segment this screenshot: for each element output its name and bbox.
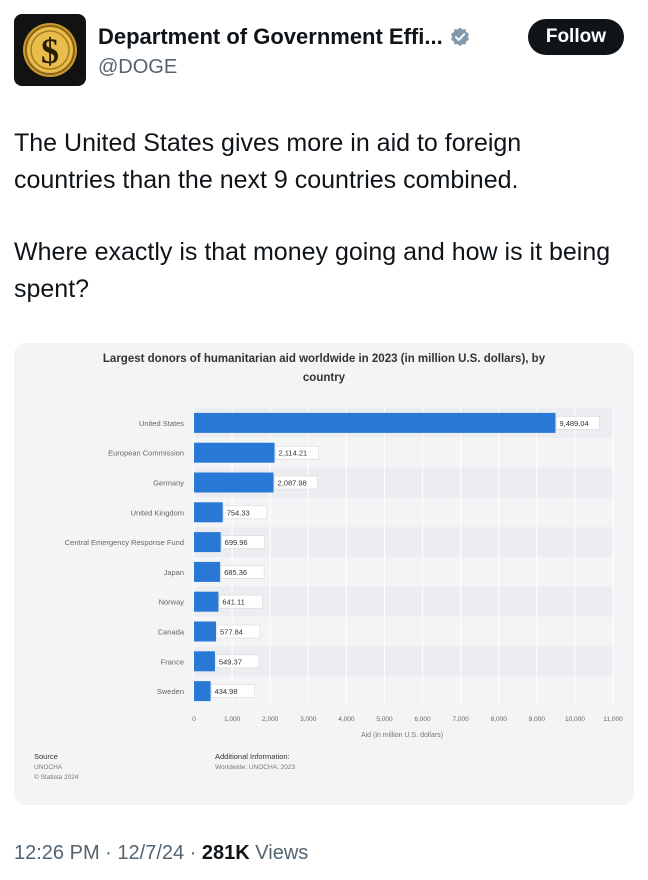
verified-badge-icon <box>450 27 469 47</box>
author-name[interactable]: Department of Government Effi... <box>98 24 443 49</box>
data-label: 2,087.98 <box>278 479 307 488</box>
data-label-box <box>221 535 265 549</box>
tick-label: 0 <box>192 716 196 723</box>
category-label: Central Emergency Response Fund <box>65 538 184 547</box>
category-label: France <box>161 657 184 666</box>
bar <box>194 532 221 553</box>
data-label-box <box>274 475 318 490</box>
row-band <box>194 646 613 677</box>
data-label: 434.98 <box>215 687 238 696</box>
post-date[interactable]: 12/7/24 <box>117 842 185 864</box>
data-label-box <box>275 445 319 460</box>
follow-button[interactable]: Follow <box>527 19 624 55</box>
category-label: United Kingdom <box>131 508 184 517</box>
tick-label: 3,000 <box>300 716 317 723</box>
data-label: 9,489.04 <box>559 419 588 428</box>
author-row: Department of Government Effi... <box>98 24 471 50</box>
data-label-box <box>215 654 260 669</box>
chart-title-line-2: country <box>303 372 346 384</box>
post-header: $ Department of Government Effi... @DOGE… <box>14 14 634 88</box>
meta-separator: · <box>189 842 202 864</box>
bar <box>194 681 211 702</box>
chart-bars <box>194 412 556 702</box>
data-label-box <box>219 594 263 609</box>
tweet-text: The United States gives more in aid to f… <box>14 125 614 343</box>
data-label: 577.84 <box>220 628 243 637</box>
tweet-paragraph-2: Where exactly is that money going and ho… <box>14 238 611 303</box>
data-label-box <box>556 416 600 430</box>
avatar[interactable]: $ <box>14 14 86 86</box>
category-label: Japan <box>164 568 184 577</box>
additional-info-text: Worldwide; UNOCHA; 2023 <box>215 764 295 771</box>
bar <box>194 502 223 523</box>
data-label: 699.96 <box>225 538 248 547</box>
tick-label: 7,000 <box>452 716 469 723</box>
data-label-box <box>223 505 268 520</box>
category-label: European Commission <box>108 449 184 458</box>
views-count: 281K <box>201 842 250 864</box>
tick-label: 4,000 <box>338 716 355 723</box>
chart-tick-labels: 0 1,000 2,000 3,000 4,000 5,000 6,000 7,000 8,00… <box>192 716 623 723</box>
data-label-box <box>220 565 265 579</box>
bar <box>194 561 221 582</box>
tweet-paragraph-1: The United States gives more in aid to f… <box>14 129 522 194</box>
dollar-coin-icon: $ <box>23 23 77 77</box>
chart-value-labels: 9,489.04 2,114.21 2,087.98 754.33 699.96 685.… <box>211 416 600 698</box>
meta-separator: · <box>105 842 118 864</box>
bar <box>194 442 275 463</box>
tick-label: 2,000 <box>262 716 279 723</box>
post-time[interactable]: 12:26 PM <box>14 842 100 864</box>
chart-category-labels: United States European Commission Germany U… <box>65 419 185 696</box>
source-heading: Source <box>34 752 58 761</box>
bar <box>194 412 556 433</box>
bar <box>194 472 274 493</box>
tick-label: 6,000 <box>414 716 431 723</box>
tick-label: 9,000 <box>529 716 546 723</box>
author-handle[interactable]: @DOGE <box>98 56 178 78</box>
avatar-symbol: $ <box>41 31 59 71</box>
category-label: United States <box>139 419 184 428</box>
tick-label: 11,000 <box>603 716 623 723</box>
category-label: Sweden <box>157 687 184 696</box>
category-label: Canada <box>158 628 185 637</box>
data-label: 549.37 <box>219 657 242 666</box>
data-label: 2,114.21 <box>279 449 308 458</box>
tick-label: 10,000 <box>565 716 585 723</box>
category-label: Germany <box>153 479 184 488</box>
tick-label: 5,000 <box>376 716 393 723</box>
tick-label: 1,000 <box>224 716 241 723</box>
post-meta: 12:26 PM · 12/7/24 · 281K Views <box>14 842 308 865</box>
source-line-2[interactable]: © Statista 2024 <box>34 773 79 781</box>
bar <box>194 621 217 642</box>
tick-label: 8,000 <box>491 716 508 723</box>
bar <box>194 591 219 612</box>
source-line-1: UNOCHA <box>34 764 63 771</box>
x-axis-label: Aid (in million U.S. dollars) <box>361 732 443 739</box>
bar <box>194 651 215 672</box>
bar-chart: Largest donors of humanitarian aid world… <box>34 353 623 781</box>
views-label: Views <box>255 842 309 864</box>
data-label: 641.11 <box>222 598 244 607</box>
chart-image-card[interactable]: Largest donors of humanitarian aid world… <box>14 343 634 805</box>
chart-title-line-1: Largest donors of humanitarian aid world… <box>103 353 546 365</box>
category-label: Norway <box>159 598 185 607</box>
data-label-box <box>216 624 261 639</box>
data-label-box <box>211 684 255 698</box>
data-label: 754.33 <box>227 508 250 517</box>
row-band <box>194 586 613 617</box>
additional-info-heading: Additional Information: <box>215 752 290 761</box>
data-label: 685.36 <box>224 568 247 577</box>
